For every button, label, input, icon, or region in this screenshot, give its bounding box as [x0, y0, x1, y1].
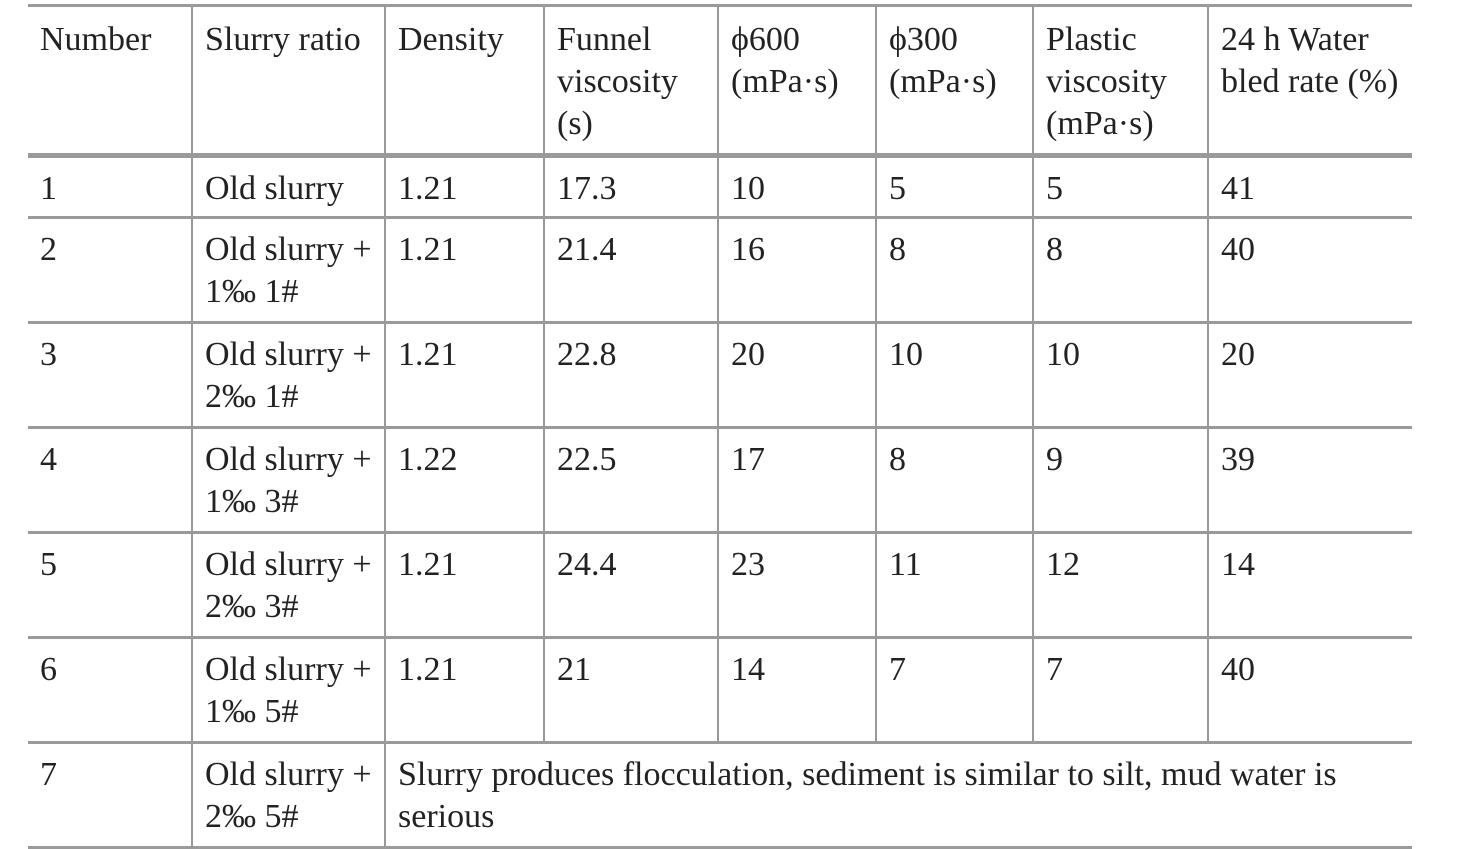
cell-density: 1.21	[384, 637, 544, 743]
cell-funnel-viscosity: 24.4	[543, 532, 718, 638]
cell-density: 1.21	[384, 322, 544, 428]
cell-slurry-ratio: Old slurry + 1‰ 1#	[191, 217, 385, 323]
cell-slurry-ratio: Old slurry + 2‰ 1#	[191, 322, 385, 428]
cell-plastic-viscosity: 5	[1032, 155, 1208, 218]
cell-funnel-viscosity: 22.8	[543, 322, 718, 428]
cell-number: 5	[40, 546, 57, 583]
cell-density: 1.22	[384, 427, 544, 533]
cell-density: 1.21	[384, 217, 544, 323]
cell-density: 1.21	[384, 532, 544, 638]
cell-slurry-ratio: Old slurry + 1‰ 3#	[191, 427, 385, 533]
cell-number: 3	[40, 336, 57, 373]
cell-phi300: 8	[875, 217, 1033, 323]
cell-phi600: 14	[717, 637, 876, 743]
header-funnel-viscosity: Funnel viscosity (s)	[543, 5, 718, 158]
cell-density: 1.21	[384, 155, 544, 218]
cell-water-bled-rate: 40	[1207, 637, 1412, 743]
cell-water-bled-rate: 39	[1207, 427, 1412, 533]
table-row: 7 Old slurry + 2‰ 5# Slurry produces flo…	[28, 742, 1412, 848]
cell-phi300: 10	[875, 322, 1033, 428]
cell-slurry-ratio: Old slurry + 2‰ 3#	[191, 532, 385, 638]
cell-number: 7	[40, 756, 57, 793]
header-phi300: ϕ300 (mPa·s)	[875, 5, 1033, 158]
data-table-container: Number Slurry ratio Density Funnel visco…	[28, 4, 1412, 849]
cell-phi600: 17	[717, 427, 876, 533]
header-plastic-viscosity: Plastic viscosity (mPa·s)	[1032, 5, 1208, 158]
slurry-test-table: Number Slurry ratio Density Funnel visco…	[28, 4, 1412, 849]
header-density: Density	[384, 5, 544, 158]
cell-plastic-viscosity: 12	[1032, 532, 1208, 638]
table-row: 2 Old slurry + 1‰ 1# 1.21 21.4 16 8 8 40	[28, 217, 1412, 323]
cell-number: 6	[40, 651, 57, 688]
cell-funnel-viscosity: 21	[543, 637, 718, 743]
cell-phi600: 10	[717, 155, 876, 218]
header-number: Number	[28, 5, 192, 158]
table-row: 3 Old slurry + 2‰ 1# 1.21 22.8 20 10 10 …	[28, 322, 1412, 428]
cell-plastic-viscosity: 9	[1032, 427, 1208, 533]
cell-water-bled-rate: 20	[1207, 322, 1412, 428]
cell-funnel-viscosity: 22.5	[543, 427, 718, 533]
cell-plastic-viscosity: 7	[1032, 637, 1208, 743]
cell-phi600: 16	[717, 217, 876, 323]
cell-water-bled-rate: 41	[1207, 155, 1412, 218]
cell-water-bled-rate: 14	[1207, 532, 1412, 638]
header-phi600: ϕ600 (mPa·s)	[717, 5, 876, 158]
cell-plastic-viscosity: 8	[1032, 217, 1208, 323]
table-row: 5 Old slurry + 2‰ 3# 1.21 24.4 23 11 12 …	[28, 532, 1412, 638]
table-row: 6 Old slurry + 1‰ 5# 1.21 21 14 7 7 40	[28, 637, 1412, 743]
cell-number: 4	[40, 441, 57, 478]
header-slurry-ratio: Slurry ratio	[191, 5, 385, 158]
cell-observation-note: Slurry produces flocculation, sediment i…	[384, 742, 1412, 848]
cell-plastic-viscosity: 10	[1032, 322, 1208, 428]
cell-number: 1	[40, 170, 57, 207]
cell-phi300: 5	[875, 155, 1033, 218]
cell-phi300: 8	[875, 427, 1033, 533]
header-water-bled-rate: 24 h Water bled rate (%)	[1207, 5, 1412, 158]
cell-slurry-ratio: Old slurry	[191, 155, 385, 218]
cell-water-bled-rate: 40	[1207, 217, 1412, 323]
cell-slurry-ratio: Old slurry + 2‰ 5#	[191, 742, 385, 848]
cell-funnel-viscosity: 17.3	[543, 155, 718, 218]
table-row: 1 Old slurry 1.21 17.3 10 5 5 41	[28, 155, 1412, 218]
cell-phi300: 7	[875, 637, 1033, 743]
cell-phi600: 20	[717, 322, 876, 428]
cell-phi600: 23	[717, 532, 876, 638]
cell-phi300: 11	[875, 532, 1033, 638]
table-row: 4 Old slurry + 1‰ 3# 1.22 22.5 17 8 9 39	[28, 427, 1412, 533]
header-row: Number Slurry ratio Density Funnel visco…	[28, 5, 1412, 158]
cell-slurry-ratio: Old slurry + 1‰ 5#	[191, 637, 385, 743]
cell-number: 2	[40, 231, 57, 268]
cell-funnel-viscosity: 21.4	[543, 217, 718, 323]
